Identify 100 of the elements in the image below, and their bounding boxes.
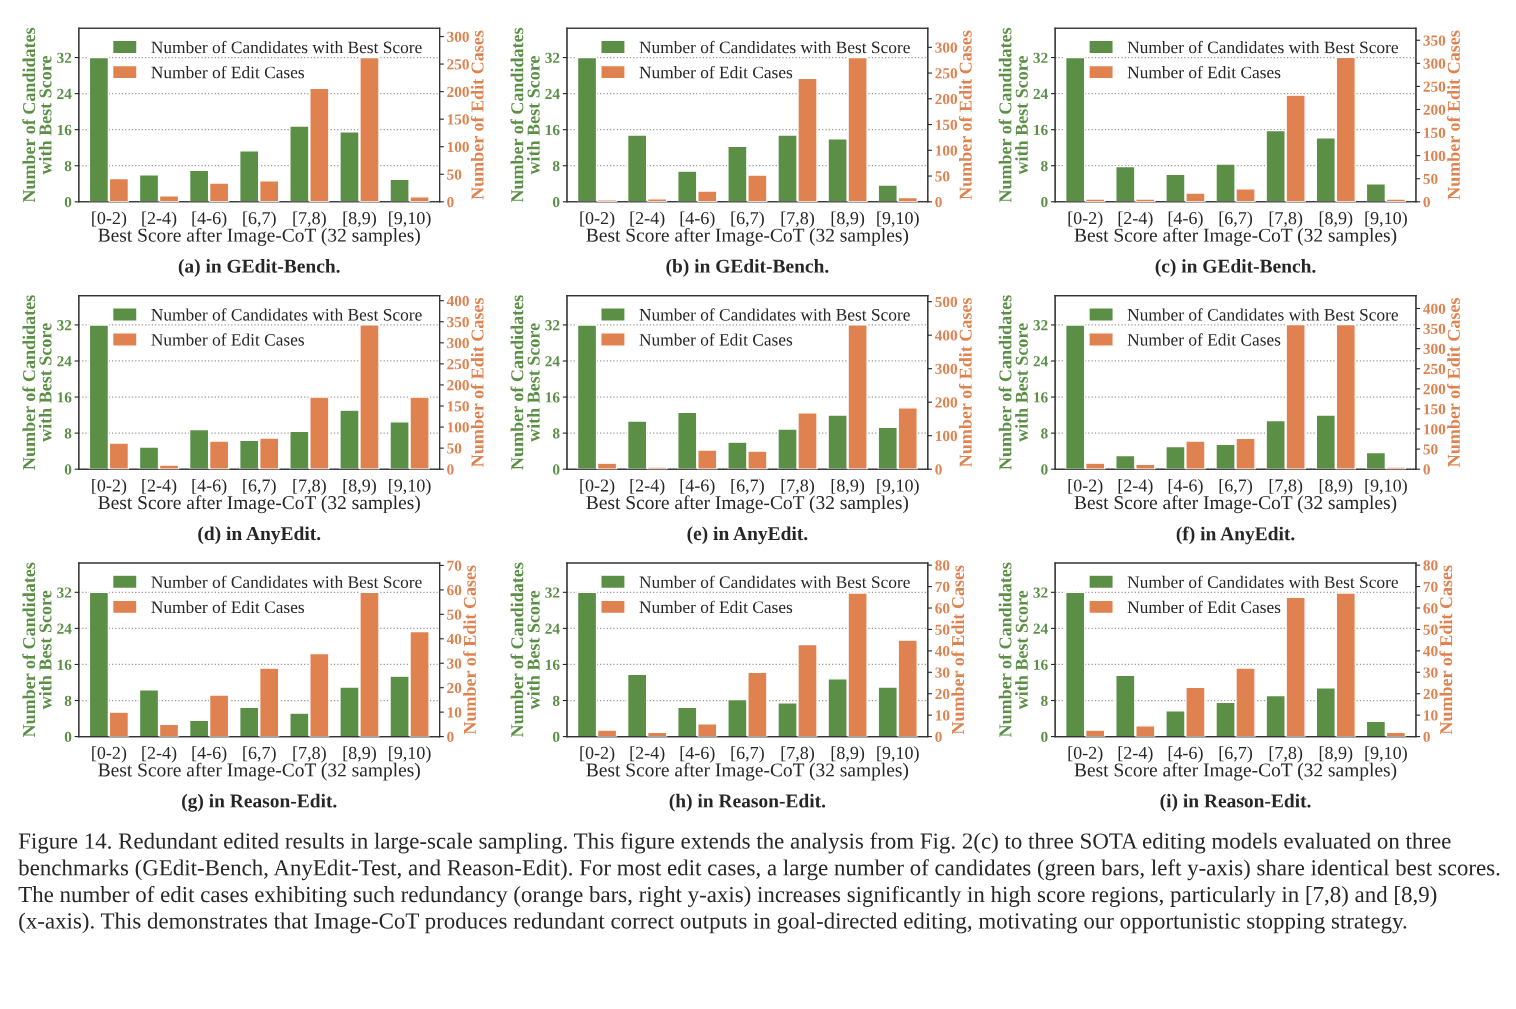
x-tick-label: [6,7)	[1219, 478, 1253, 496]
x-tick-label: [7,8)	[781, 211, 814, 228]
x-tick-label: [2-4)	[1118, 478, 1153, 496]
y-tick-label: 32	[1033, 320, 1048, 331]
y-tick-label: 8	[1041, 695, 1048, 706]
text: (c) in GEdit-Bench.	[1155, 259, 1316, 277]
x-tick-label: [6,7)	[731, 746, 764, 763]
y-tick-label: 0	[552, 464, 560, 475]
x-tick-label: [0-2)	[1068, 211, 1103, 228]
y-tick-label: 16	[545, 659, 560, 670]
y-tick-label: 32	[545, 320, 560, 331]
x-tick-label: [0-2)	[92, 478, 127, 496]
x-tick-label: [6,7)	[1219, 211, 1253, 228]
x-tick-label: [8,9)	[831, 746, 865, 763]
text: (i) in Reason-Edit.	[1160, 793, 1311, 812]
text: (e) in AnyEdit.	[687, 526, 808, 545]
y2-tick-label: 100	[1424, 424, 1446, 435]
x-tick-label: [2-4)	[142, 478, 177, 496]
x-tick-label: [4-6)	[1168, 746, 1203, 763]
x-tick-label: [8,9)	[1319, 746, 1353, 763]
y-tick-label: 0	[552, 196, 560, 208]
y-axis-title: Number of Candidates with Best Score	[998, 562, 1028, 738]
text: (a) in GEdit-Bench.	[178, 259, 340, 277]
x-tick-label: [2-4)	[142, 211, 177, 228]
y-tick-label: 24	[1033, 356, 1048, 367]
y2-tick-label: 70	[447, 560, 462, 571]
x-tick-label: [9,10)	[389, 746, 431, 763]
y2-tick-label: 150	[447, 114, 469, 125]
y2-axis-title: Number of Edit Cases	[1447, 298, 1460, 467]
legend-label: Number of Edit Cases	[151, 600, 305, 614]
y-tick-label: 0	[1041, 464, 1048, 475]
x-axis-title: Best Score after Image-CoT (32 samples)	[1074, 495, 1397, 514]
x-tick-label: [7,8)	[1269, 478, 1303, 496]
x-axis-title: Best Score after Image-CoT (32 samples)	[586, 495, 909, 514]
x-axis-title: Best Score after Image-CoT (32 samples)	[586, 227, 909, 246]
y2-tick-label: 20	[447, 682, 462, 694]
legend-label: Number of Candidates with Best Score	[151, 575, 422, 589]
y-tick-label: 0	[64, 196, 72, 208]
y2-tick-label: 30	[935, 667, 950, 678]
y2-tick-label: 200	[935, 397, 958, 408]
y-tick-label: 24	[57, 88, 72, 99]
legend-label: Number of Edit Cases	[639, 65, 793, 79]
x-tick-label: [9,10)	[389, 478, 431, 496]
x-tick-label: [2-4)	[1118, 746, 1153, 763]
y-tick-label: 32	[545, 587, 560, 598]
y2-tick-label: 50	[935, 171, 950, 182]
y-tick-label: 16	[545, 124, 560, 136]
y2-tick-label: 60	[447, 585, 462, 596]
y2-tick-label: 70	[935, 581, 950, 593]
legend-label: Number of Candidates with Best Score	[151, 308, 422, 321]
y2-tick-label: 0	[447, 731, 454, 743]
y2-tick-label: 50	[1423, 444, 1438, 455]
y2-tick-label: 60	[935, 603, 950, 614]
y-axis-title: Number of Candidates with Best Score	[22, 27, 52, 203]
x-tick-label: [4-6)	[192, 211, 227, 228]
y2-axis-title: Number of Edit Cases	[463, 565, 476, 735]
y2-tick-label: 80	[935, 560, 950, 571]
y-tick-label: 32	[57, 320, 72, 331]
legend-label: Number of Edit Cases	[151, 333, 305, 346]
y-axis-title: Number of Candidates with Best Score	[22, 562, 52, 738]
y2-tick-label: 300	[1423, 343, 1446, 355]
y2-tick-label: 300	[447, 337, 469, 349]
x-tick-label: [4-6)	[1168, 211, 1203, 228]
y-tick-label: 32	[57, 587, 72, 598]
legend-label: Number of Edit Cases	[1127, 600, 1281, 614]
y2-tick-label: 0	[447, 196, 454, 208]
x-tick-label: [9,10)	[877, 746, 919, 763]
y-axis-title: Number of Candidates with Best Score	[510, 295, 540, 470]
x-tick-label: [4-6)	[680, 478, 715, 496]
x-axis-title: Best Score after Image-CoT (32 samples)	[1074, 227, 1397, 246]
y-tick-label: 0	[552, 731, 560, 743]
x-tick-label: [2-4)	[630, 478, 665, 496]
y2-tick-label: 50	[935, 624, 950, 635]
y2-tick-label: 10	[447, 707, 462, 718]
y2-tick-label: 150	[1424, 404, 1446, 415]
x-tick-label: [4-6)	[1168, 478, 1203, 496]
legend-label: Number of Edit Cases	[151, 65, 305, 79]
y-axis-title: Number of Candidates with Best Score	[510, 562, 540, 738]
text: (h) in Reason-Edit.	[669, 793, 826, 812]
x-tick-label: [2-4)	[630, 746, 665, 763]
y2-tick-label: 200	[1423, 104, 1446, 115]
x-tick-label: [9,10)	[1365, 746, 1407, 763]
y2-tick-label: 70	[1423, 581, 1438, 593]
y-tick-label: 24	[57, 356, 72, 367]
y2-axis-title: Number of Edit Cases	[1447, 30, 1460, 200]
x-tick-label: [8,9)	[831, 478, 865, 496]
y-tick-label: 16	[545, 392, 560, 403]
y2-tick-label: 50	[447, 443, 462, 454]
y2-tick-label: 300	[1423, 58, 1446, 69]
x-tick-label: [6,7)	[1219, 746, 1253, 763]
x-tick-label: [8,9)	[1319, 478, 1353, 496]
y2-tick-label: 350	[447, 316, 469, 328]
y2-tick-label: 400	[446, 295, 469, 307]
y2-tick-label: 200	[935, 93, 958, 105]
x-tick-label: [7,8)	[781, 746, 814, 763]
y-tick-label: 24	[545, 88, 560, 99]
y2-tick-label: 0	[935, 464, 942, 475]
y2-tick-label: 300	[935, 363, 958, 375]
y2-tick-label: 50	[1423, 173, 1438, 185]
y2-axis-title: Number of Edit Cases	[958, 298, 972, 467]
